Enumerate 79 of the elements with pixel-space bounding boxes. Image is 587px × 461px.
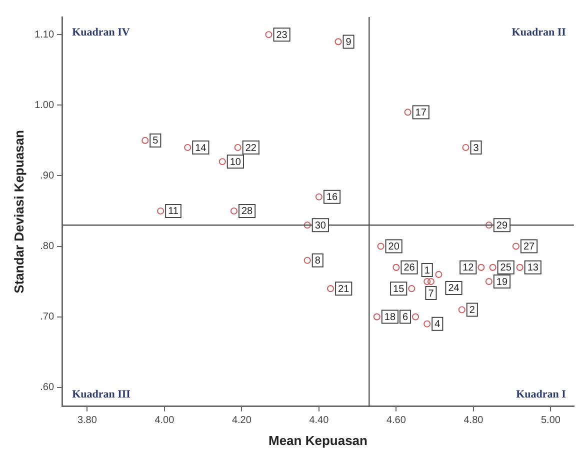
annotation: 13	[527, 262, 539, 274]
point	[326, 285, 334, 292]
point	[157, 207, 164, 215]
annotation: 9	[346, 36, 352, 48]
y-tick-label: .80	[40, 241, 54, 252]
point	[462, 144, 470, 152]
point	[230, 207, 238, 215]
annotation: 16	[326, 192, 338, 204]
annotation: 17	[415, 107, 427, 118]
point	[234, 144, 242, 152]
annotation: Kuadran IV	[72, 26, 130, 38]
point	[435, 270, 442, 278]
annotation: 11	[168, 206, 179, 218]
annotation: 29	[496, 220, 508, 232]
point	[427, 278, 435, 286]
annotation: 18	[384, 312, 396, 324]
point	[404, 108, 412, 116]
point	[304, 222, 311, 229]
annotation: 8	[314, 256, 321, 267]
point	[408, 285, 416, 292]
point	[392, 264, 400, 271]
point	[218, 158, 226, 166]
annotation: 6	[402, 312, 408, 324]
x-tick-label: 4.40	[309, 415, 330, 426]
annotation: 7	[428, 288, 434, 300]
point	[478, 264, 485, 271]
point	[412, 313, 420, 320]
y-tick-label: 1.00	[34, 100, 54, 111]
x-tick-label: 3.80	[77, 415, 98, 426]
annotation: 2	[469, 305, 476, 316]
x-axis-title: Mean Kepuasan	[268, 432, 368, 448]
annotation: 20	[388, 242, 400, 253]
annotation: Kuadran II	[512, 26, 566, 38]
y-axis-title: Standar Deviasi Kepuasan	[11, 130, 26, 294]
annotation: 15	[393, 284, 405, 295]
point	[424, 320, 431, 328]
point	[373, 313, 380, 320]
y-tick-label: .70	[40, 312, 54, 323]
point	[265, 31, 272, 38]
point	[512, 242, 520, 250]
annotation: 3	[473, 142, 480, 154]
point	[516, 264, 524, 271]
annotation: 30	[314, 220, 326, 232]
x-tick-label: 4.00	[154, 415, 175, 426]
point	[458, 306, 466, 314]
point	[424, 278, 431, 286]
annotation: 23	[276, 30, 288, 41]
annotation: 19	[496, 276, 508, 288]
y-tick-label: .90	[40, 170, 54, 182]
point	[334, 38, 342, 46]
point	[184, 144, 192, 152]
annotation: 5	[152, 136, 159, 147]
point	[304, 256, 311, 264]
annotation: 4	[434, 319, 441, 330]
point	[315, 193, 322, 200]
point	[489, 264, 496, 271]
annotation: 22	[245, 142, 257, 154]
annotation: Kuadran III	[72, 388, 130, 401]
annotation: 1	[424, 265, 430, 276]
x-tick-label: 4.80	[464, 415, 484, 426]
annotation: 10	[230, 156, 242, 168]
annotation: 28	[241, 206, 254, 218]
y-tick-label: 1.10	[34, 29, 54, 40]
annotation: Kuadran I	[516, 388, 566, 401]
point	[485, 222, 492, 229]
x-tick-label: 4.20	[232, 415, 252, 426]
y-tick-label: .60	[40, 382, 54, 394]
annotation: 21	[338, 284, 350, 295]
point	[485, 278, 492, 286]
x-tick-label: 5.00	[540, 415, 561, 426]
annotation: 25	[500, 262, 512, 274]
point	[142, 136, 149, 144]
annotation: 24	[448, 283, 460, 294]
annotation: 12	[462, 262, 474, 274]
x-tick-label: 4.60	[386, 415, 406, 426]
annotation: 26	[404, 262, 416, 274]
point	[377, 242, 384, 250]
annotation: 27	[523, 242, 536, 253]
annotation: 14	[195, 142, 207, 154]
